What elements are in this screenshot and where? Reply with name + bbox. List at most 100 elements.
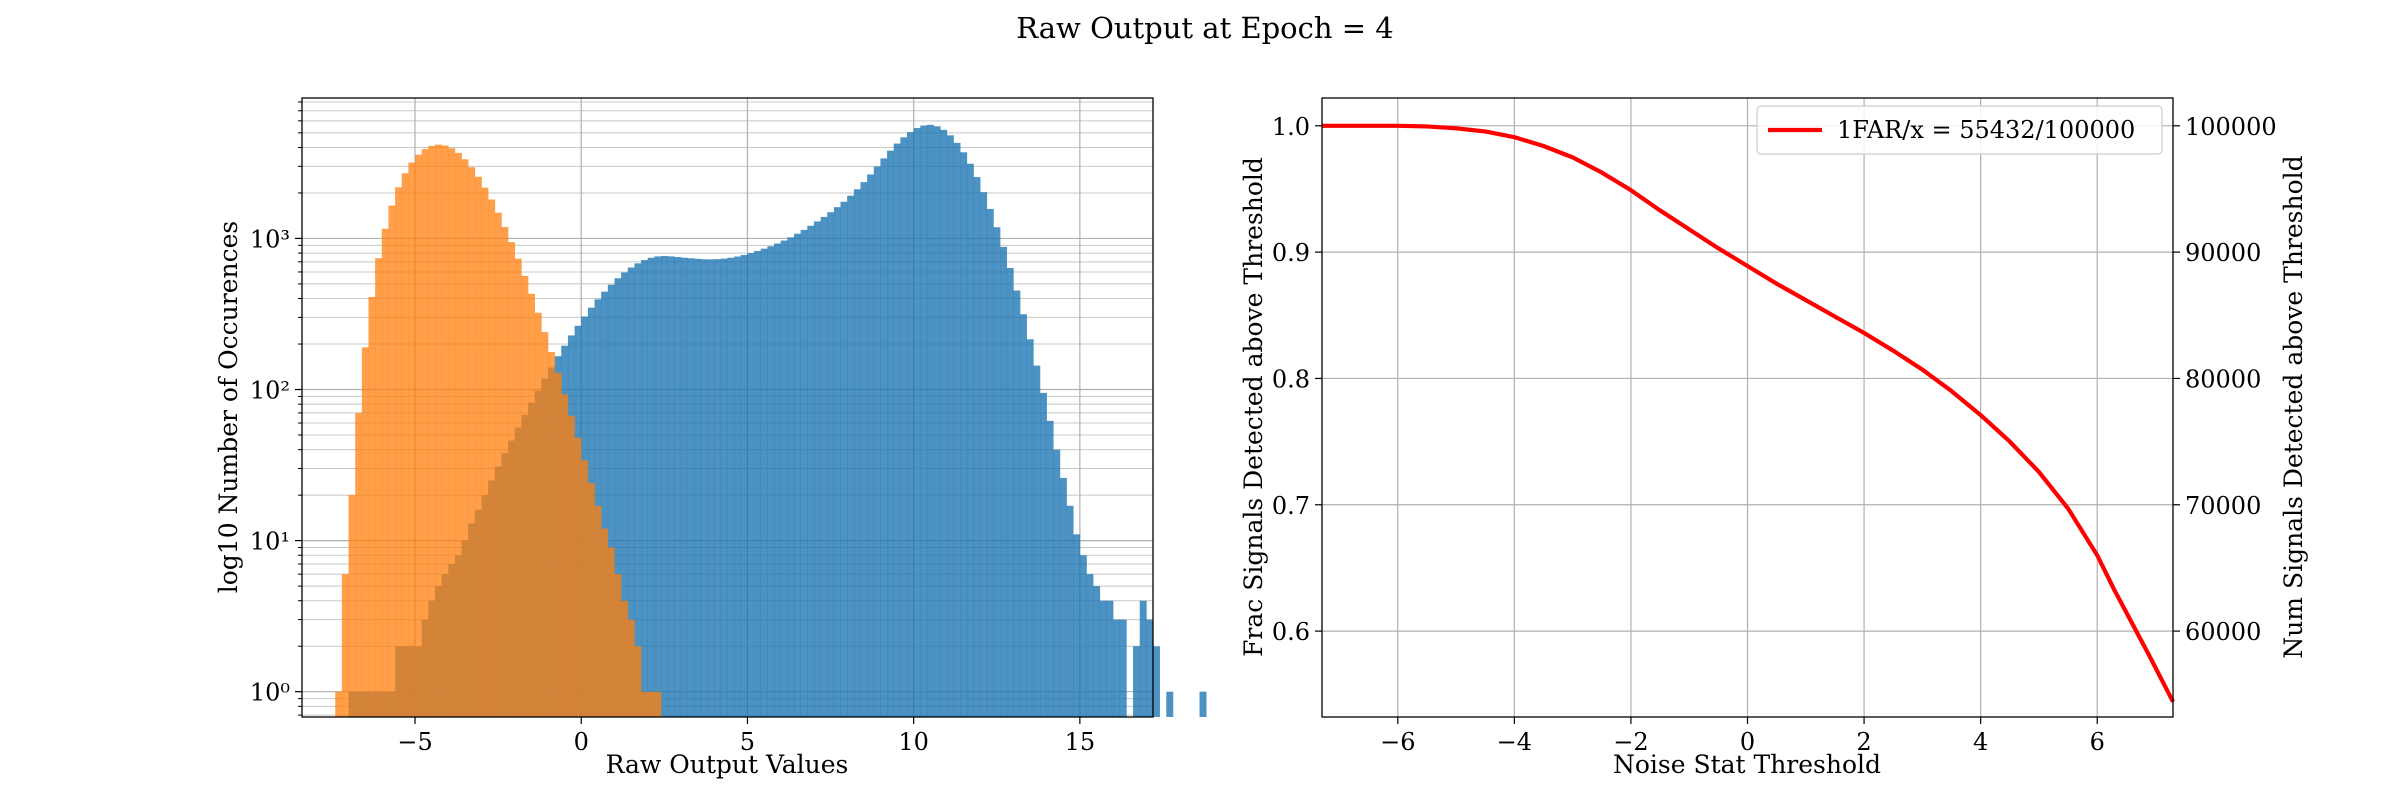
line-x-tick-label: 2 <box>1856 728 1871 756</box>
hist-bar-series-1 <box>1046 420 1054 717</box>
hist-bar-series-2 <box>335 691 343 717</box>
hist-bar-series-1 <box>887 150 895 718</box>
hist-bar-series-1 <box>661 256 668 717</box>
line-y-tick-label: 0.7 <box>1272 492 1310 520</box>
hist-bar-series-1 <box>700 259 708 717</box>
hist-bar-series-1 <box>1073 534 1081 717</box>
line-y-tick-label: 1.0 <box>1272 113 1310 141</box>
hist-bar-series-1 <box>1153 646 1160 717</box>
line-y-tick-label-right: 80000 <box>2185 365 2261 393</box>
line-x-tick-label: −6 <box>1380 728 1415 756</box>
hist-bar-series-1 <box>1106 600 1114 717</box>
hist-bar-series-1 <box>973 177 981 717</box>
line-y-tick-label-right: 60000 <box>2185 618 2261 646</box>
hist-bar-series-1 <box>714 259 722 717</box>
hist-y-axis-label: log10 Number of Occurences <box>214 221 243 594</box>
hist-bar-series-1 <box>720 258 728 717</box>
hist-bar-series-2 <box>554 372 562 717</box>
hist-bar-series-1 <box>946 135 954 717</box>
hist-bar-series-1 <box>893 143 901 718</box>
hist-bars <box>335 124 1207 718</box>
hist-bar-series-2 <box>547 352 555 717</box>
hist-bar-series-1 <box>940 129 948 718</box>
hist-bar-series-1 <box>1139 600 1147 717</box>
hist-bar-series-2 <box>368 296 376 717</box>
far-detection-curve <box>1322 123 2175 703</box>
hist-bar-series-1 <box>820 216 828 717</box>
hist-bar-series-2 <box>528 293 535 717</box>
line-x-tick-label: 0 <box>1740 728 1755 756</box>
hist-y-tick-label: 10⁰ <box>250 679 290 707</box>
hist-bar-series-1 <box>674 257 682 717</box>
line-x-tick-label: 4 <box>1973 728 1988 756</box>
hist-bar-series-1 <box>1059 477 1067 717</box>
hist-bar-series-1 <box>634 263 642 717</box>
hist-bar-series-2 <box>514 258 522 717</box>
line-x-grid <box>1397 98 2098 717</box>
hist-bar-series-1 <box>807 225 815 717</box>
hist-bar-series-1 <box>1026 339 1034 717</box>
hist-bar-series-1 <box>680 257 688 717</box>
hist-bar-series-1 <box>1086 574 1094 717</box>
hist-bar-series-1 <box>1199 691 1207 717</box>
line-x-tick-label: 6 <box>2090 728 2105 756</box>
hist-bar-series-1 <box>780 240 788 717</box>
line-y-tick-label: 0.9 <box>1272 239 1310 267</box>
hist-bar-series-1 <box>1053 449 1061 717</box>
line-y-axis-label-left: Frac Signals Detected above Threshold <box>1239 157 1268 657</box>
hist-x-tick-label: 15 <box>1065 728 1096 756</box>
line-y-tick-label-right: 70000 <box>2185 492 2261 520</box>
hist-y-tick-label: 10³ <box>250 225 290 253</box>
hist-bar-series-2 <box>441 145 449 717</box>
hist-bar-series-2 <box>488 199 496 717</box>
hist-bar-series-1 <box>813 221 821 717</box>
hist-bar-series-2 <box>415 154 422 718</box>
line-y-ticks-right: 60000 70000 80000 90000 100000 <box>2173 113 2277 646</box>
hist-bar-series-1 <box>926 124 934 717</box>
hist-bar-series-1 <box>980 192 988 718</box>
hist-bar-series-2 <box>408 162 416 717</box>
hist-bar-series-1 <box>867 174 875 717</box>
line-y-tick-label-right: 100000 <box>2185 113 2277 141</box>
hist-bar-series-1 <box>667 256 675 717</box>
hist-bar-series-1 <box>1166 691 1174 717</box>
hist-x-ticks: −5 0 5 10 15 <box>397 717 1095 756</box>
hist-bar-series-2 <box>454 152 462 717</box>
hist-bar-series-1 <box>800 229 808 717</box>
hist-bar-series-1 <box>760 248 768 717</box>
hist-bar-series-1 <box>853 189 861 718</box>
line-chart-panel: −6 −4 −2 0 2 4 6 0.6 0.7 0.8 0.9 1.0 60000 70000 800… <box>1239 97 2308 779</box>
line-x-ticks: −6 −4 −2 0 2 4 6 <box>1380 717 2105 756</box>
hist-plot-frame <box>301 97 1154 718</box>
hist-bar-series-2 <box>341 574 349 717</box>
hist-bar-series-1 <box>607 284 615 717</box>
hist-bar-series-1 <box>621 272 629 717</box>
hist-bar-series-1 <box>920 125 928 718</box>
hist-bar-series-2 <box>621 600 629 717</box>
hist-y-tick-label: 10² <box>250 377 290 405</box>
hist-bar-series-1 <box>986 208 994 717</box>
hist-bar-series-2 <box>428 145 436 718</box>
hist-bar-series-1 <box>827 212 835 717</box>
hist-bar-series-2 <box>388 205 396 717</box>
hist-bar-series-1 <box>627 267 635 717</box>
hist-bar-series-1 <box>847 195 855 718</box>
hist-bar-series-2 <box>561 394 569 717</box>
line-y-tick-label: 0.8 <box>1272 365 1310 393</box>
hist-bar-series-1 <box>694 258 702 717</box>
hist-bar-series-2 <box>574 437 582 717</box>
hist-bar-series-1 <box>727 257 735 717</box>
hist-bar-series-1 <box>900 137 908 718</box>
hist-bar-series-2 <box>541 332 549 717</box>
hist-bar-series-2 <box>481 187 489 717</box>
hist-bar-series-1 <box>1113 619 1121 717</box>
hist-bar-series-2 <box>534 312 542 717</box>
hist-bar-series-2 <box>647 691 655 717</box>
hist-bar-series-1 <box>1099 600 1107 717</box>
hist-bar-series-2 <box>501 227 509 717</box>
line-x-tick-label: −2 <box>1613 728 1648 756</box>
hist-bar-series-2 <box>614 574 622 717</box>
hist-bar-series-1 <box>880 158 888 717</box>
hist-x-tick-label: 0 <box>574 728 589 756</box>
hist-bar-series-2 <box>494 212 502 717</box>
